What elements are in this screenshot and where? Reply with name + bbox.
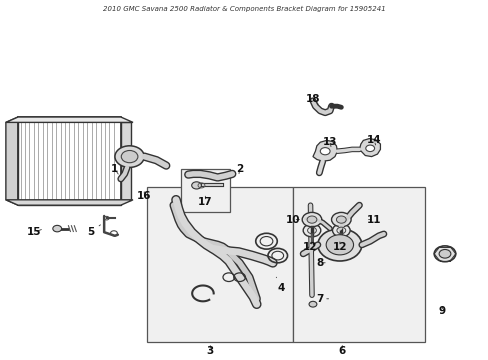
Text: 18: 18 bbox=[305, 94, 320, 104]
Circle shape bbox=[53, 225, 61, 232]
Text: 1: 1 bbox=[111, 164, 118, 174]
Text: 14: 14 bbox=[366, 135, 381, 145]
Circle shape bbox=[308, 301, 316, 307]
Circle shape bbox=[303, 224, 320, 237]
Text: 12: 12 bbox=[303, 242, 317, 252]
Text: 15: 15 bbox=[27, 227, 41, 237]
Text: 9: 9 bbox=[438, 306, 445, 316]
Circle shape bbox=[115, 146, 144, 167]
Bar bbox=[293, 187, 425, 342]
Text: 12: 12 bbox=[332, 242, 346, 252]
Text: 2: 2 bbox=[236, 164, 243, 174]
Polygon shape bbox=[359, 139, 380, 157]
Bar bbox=[18, 117, 121, 205]
Circle shape bbox=[191, 182, 201, 189]
Circle shape bbox=[320, 148, 329, 155]
Circle shape bbox=[365, 145, 374, 152]
Circle shape bbox=[302, 212, 321, 227]
Polygon shape bbox=[6, 117, 18, 205]
Circle shape bbox=[336, 216, 346, 223]
Circle shape bbox=[433, 246, 455, 262]
Bar bbox=[121, 122, 130, 200]
Bar bbox=[181, 169, 229, 212]
Bar bbox=[146, 187, 293, 342]
Text: 4: 4 bbox=[276, 277, 285, 293]
Text: 6: 6 bbox=[338, 346, 345, 356]
Text: 3: 3 bbox=[206, 346, 213, 356]
Text: 8: 8 bbox=[316, 258, 325, 268]
Circle shape bbox=[331, 212, 350, 227]
Circle shape bbox=[121, 150, 138, 163]
Polygon shape bbox=[6, 200, 133, 205]
Text: 5: 5 bbox=[87, 225, 100, 237]
Bar bbox=[18, 117, 121, 205]
Text: 16: 16 bbox=[137, 191, 151, 201]
Text: 11: 11 bbox=[366, 215, 381, 225]
Text: 13: 13 bbox=[322, 137, 337, 147]
Circle shape bbox=[317, 229, 361, 261]
Polygon shape bbox=[312, 140, 337, 161]
Polygon shape bbox=[6, 117, 133, 122]
Text: 7: 7 bbox=[316, 294, 328, 304]
Circle shape bbox=[306, 216, 316, 223]
Circle shape bbox=[325, 235, 353, 255]
Text: 17: 17 bbox=[198, 196, 212, 207]
Text: 10: 10 bbox=[285, 215, 300, 225]
Circle shape bbox=[332, 224, 349, 237]
Text: 2010 GMC Savana 2500 Radiator & Components Bracket Diagram for 15905241: 2010 GMC Savana 2500 Radiator & Componen… bbox=[103, 6, 385, 12]
Circle shape bbox=[438, 249, 450, 258]
